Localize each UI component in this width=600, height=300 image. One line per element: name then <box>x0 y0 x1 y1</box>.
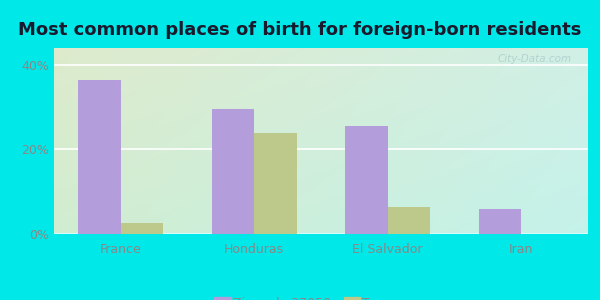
Text: Most common places of birth for foreign-born residents: Most common places of birth for foreign-… <box>19 21 581 39</box>
Bar <box>345 126 388 234</box>
Bar <box>121 224 163 234</box>
Legend: Zip code 37050, Tennessee: Zip code 37050, Tennessee <box>209 292 433 300</box>
Bar <box>388 206 430 234</box>
Bar <box>212 109 254 234</box>
Text: City-Data.com: City-Data.com <box>498 54 572 64</box>
Bar <box>479 208 521 234</box>
Bar <box>254 133 297 234</box>
Bar <box>78 80 121 234</box>
